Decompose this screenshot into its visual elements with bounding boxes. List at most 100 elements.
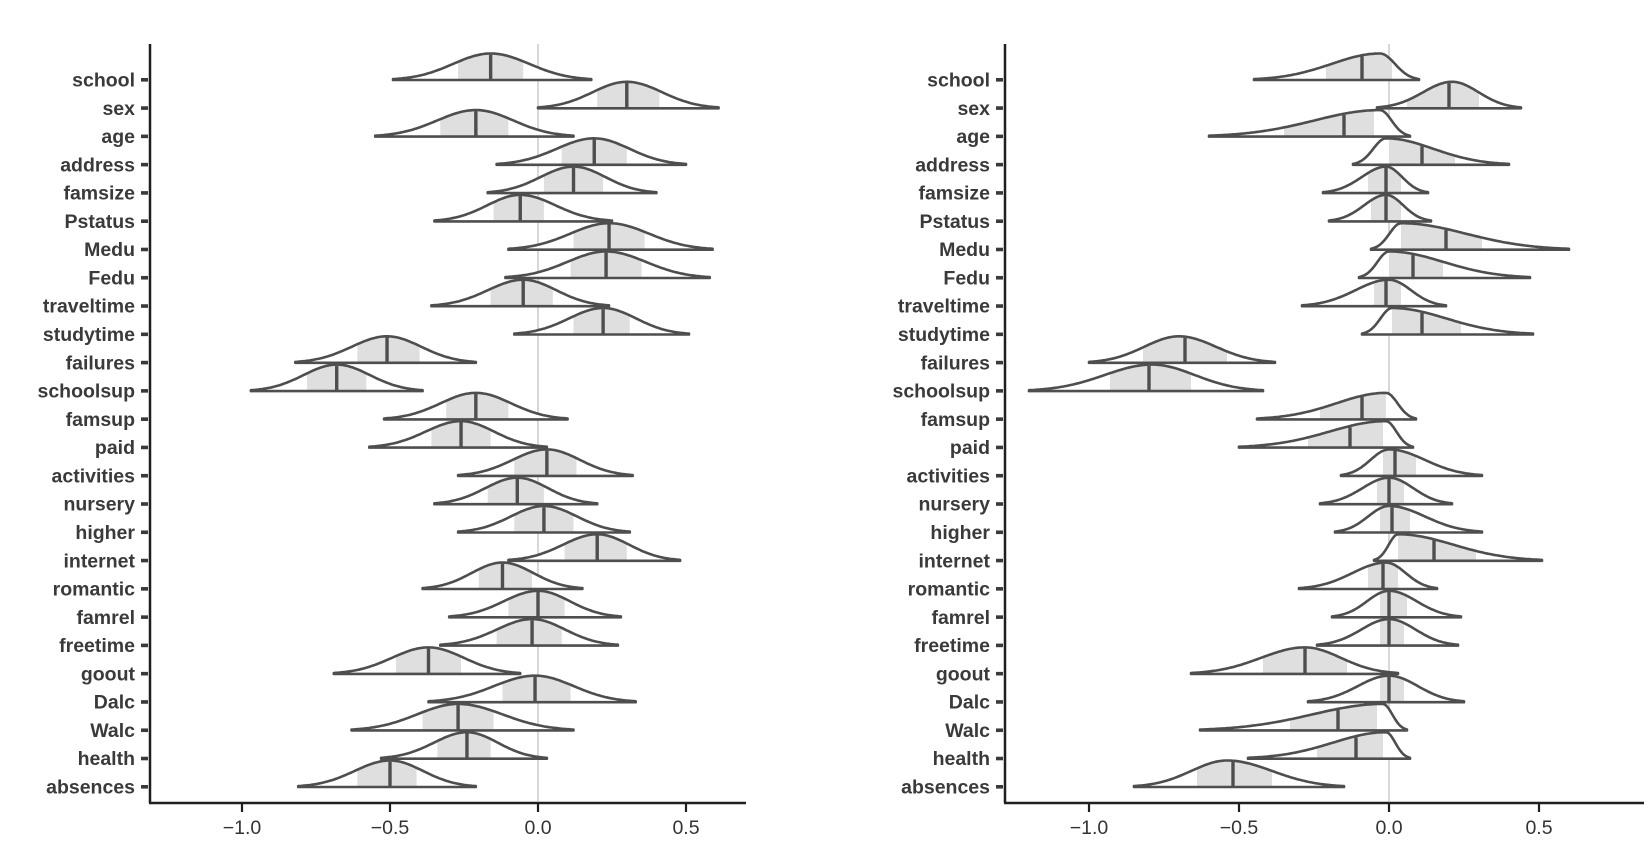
y-axis-label-romantic: romantic [53,579,136,601]
ridge-outline-sex [1375,80,1523,110]
ridge-quartile-band-paid [1308,421,1383,448]
y-axis-label-age: age [101,126,135,148]
x-tick-label-−1.0: −1.0 [1070,817,1109,839]
ridge-quartile-band-famsup [1320,392,1386,420]
y-axis-label-romantic: romantic [908,579,991,601]
y-axis-label-Pstatus: Pstatus [920,211,991,233]
ridge-outline-activities [456,448,634,478]
ridge-quartile-band-Medu [1401,223,1482,250]
ridge-quartile-band-activities [1383,449,1416,476]
ridge-outline-address [495,137,688,167]
y-axis-label-famsup: famsup [921,409,990,431]
y-tick-health [996,756,1003,761]
ridge-outline-traveltime [1300,278,1448,308]
ridge-outline-internet [1372,533,1544,563]
y-axis-label-internet: internet [63,550,135,572]
ridge-outline-romantic [421,561,584,591]
y-tick-goout [141,671,148,676]
y-tick-higher [141,530,148,535]
y-tick-traveltime [996,304,1003,308]
ridge-outline-health [1246,730,1412,760]
y-tick-address [996,162,1003,167]
ridge-outline-Pstatus [1327,193,1433,223]
y-axis-label-Pstatus: Pstatus [65,211,136,233]
ridge-outline-goout [1189,646,1400,676]
y-tick-Walc [141,728,148,733]
ridge-outline-health [379,730,549,760]
y-axis-label-school: school [72,70,135,92]
y-axis-label-age: age [956,126,990,148]
ridge-outline-famrel [447,589,623,619]
ridge-outline-activities [1339,448,1484,478]
ridge-quartile-band-internet [1398,534,1476,561]
ridge-outline-Fedu [504,250,711,280]
y-tick-famsize [141,191,148,195]
ridge-outline-paid [368,419,549,449]
ridge-quartile-band-romantic [478,562,533,589]
ridge-quartile-band-health [1317,732,1383,759]
y-tick-absences [141,785,148,789]
ridge-outline-internet [507,533,682,563]
ridge-outline-famsup [1255,391,1418,421]
y-axis-label-traveltime: traveltime [43,296,135,318]
y-tick-failures [996,360,1003,365]
y-tick-famsup [996,417,1003,421]
y-axis-label-freetime: freetime [59,635,135,657]
ridge-outline-higher [1333,504,1484,534]
y-axis-label-failures: failures [66,352,136,374]
y-tick-Pstatus [996,219,1003,223]
ridge-outline-freetime [439,617,620,647]
y-tick-higher [996,530,1003,535]
y-tick-studytime [141,332,148,337]
ridge-outline-Dalc [1306,674,1466,704]
y-tick-absences [996,785,1003,789]
ridge-outline-Dalc [427,674,637,704]
ridge-outline-Medu [1369,221,1571,251]
y-tick-failures [141,360,148,365]
ridge-outline-absences [1132,759,1346,789]
ridge-quartile-band-age [1284,110,1374,137]
x-tick-label-−1.0: −1.0 [223,817,262,839]
y-axis-label-Fedu: Fedu [943,267,990,289]
y-axis-label-famsize: famsize [918,183,990,205]
ridge-quartile-band-school [1326,53,1392,80]
y-axis-label-goout: goout [936,663,991,685]
ridge-outline-nursery [433,476,599,506]
y-axis-label-famrel: famrel [931,607,990,629]
y-axis-label-schoolsup: schoolsup [37,381,135,403]
ridge-outline-freetime [1315,617,1460,647]
y-axis-label-schoolsup: schoolsup [892,381,990,403]
y-tick-internet [996,558,1003,563]
ridge-outline-Medu [507,221,714,251]
y-axis-label-activities: activities [907,465,991,487]
y-axis-label-paid: paid [950,437,990,459]
y-axis-label-school: school [927,70,990,92]
y-tick-Dalc [996,700,1003,704]
y-axis-label-address: address [60,154,135,176]
y-axis-label-nursery: nursery [918,494,990,516]
ridge-outline-famsize [1321,165,1430,195]
x-tick-label-0.5: 0.5 [672,817,699,839]
y-axis-label-address: address [915,154,990,176]
ridge-outline-goout [332,646,522,676]
y-axis-label-Walc: Walc [90,720,135,742]
y-tick-nursery [996,502,1003,506]
y-axis-label-studytime: studytime [43,324,135,346]
ridge-outline-Walc [1198,702,1409,732]
y-tick-activities [996,473,1003,478]
ridge-outline-sex [536,80,720,110]
y-axis-label-activities: activities [52,465,136,487]
y-axis-label-higher: higher [75,522,135,544]
y-tick-Walc [996,728,1003,733]
y-axis-label-famsize: famsize [63,183,135,205]
ridge-quartile-band-famrel [1380,590,1407,618]
y-tick-romantic [996,587,1003,591]
ridge-outline-famsup [382,391,569,421]
y-tick-health [141,756,148,761]
y-axis-label-studytime: studytime [898,324,990,346]
ridge-outline-schoolsup [1027,363,1265,393]
y-tick-goout [996,671,1003,676]
ridge-outline-paid [1237,419,1415,449]
